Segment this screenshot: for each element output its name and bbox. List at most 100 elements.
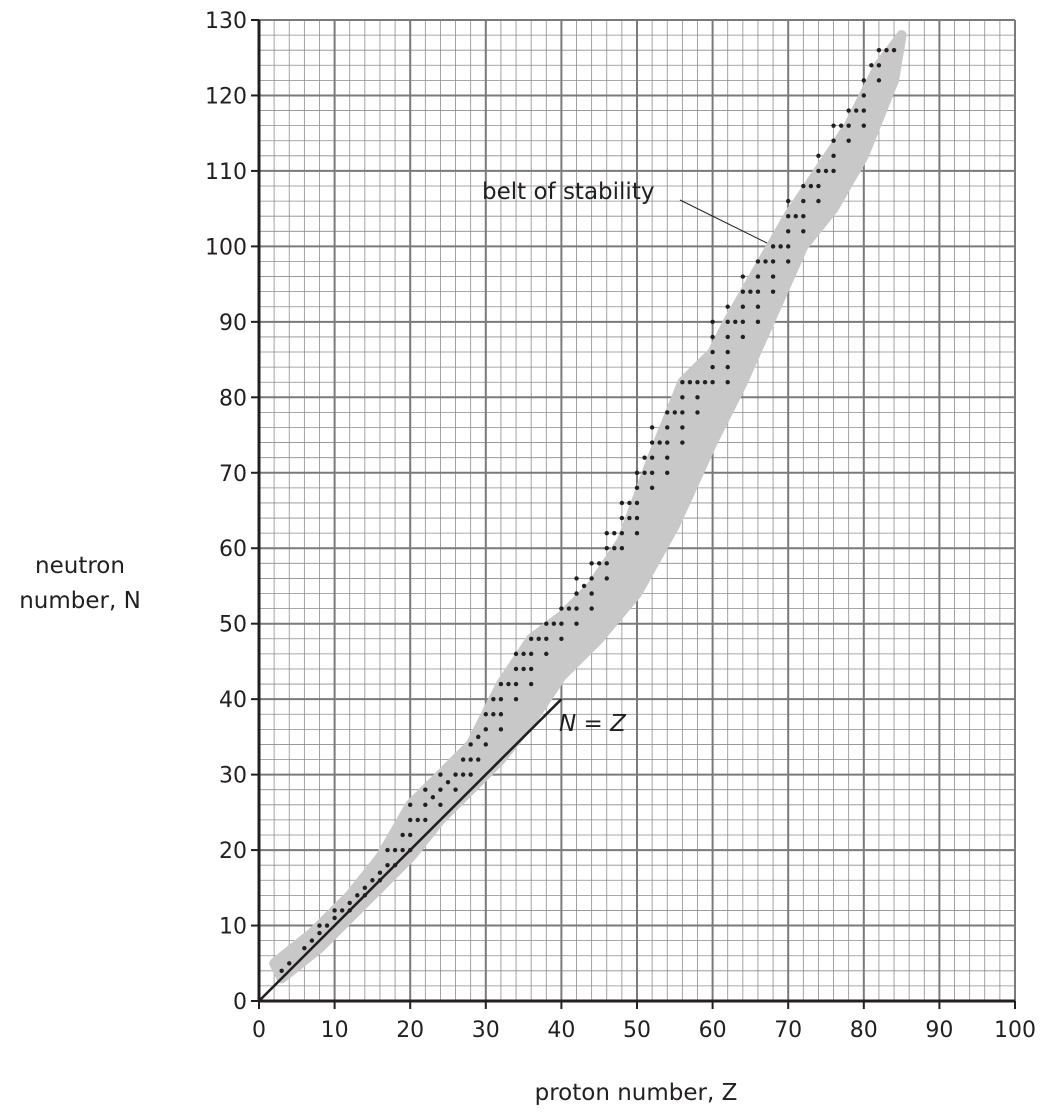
nuclide-point — [755, 289, 761, 294]
nuclide-point — [725, 364, 730, 370]
nuclide-point — [581, 583, 587, 589]
y-tick-labels: 0 10 20 30 40 50 60 70 80 90 100 110 120 130 — [205, 9, 247, 1015]
nuclide-point — [498, 681, 504, 687]
x-tick-label: 40 — [547, 1018, 575, 1043]
nuclide-point — [642, 470, 647, 475]
x-tick-label: 60 — [699, 1018, 727, 1043]
nuclide-point — [400, 832, 405, 838]
nuclide-point — [370, 878, 375, 883]
nuclide-point — [528, 666, 534, 672]
nuclide-point — [385, 847, 390, 853]
x-tick-label: 10 — [321, 1018, 349, 1043]
nuclide-point — [536, 636, 541, 641]
nuclide-point — [385, 862, 390, 868]
nuclide-point — [672, 410, 677, 415]
nuclide-point — [453, 772, 458, 777]
nuclide-point — [528, 636, 534, 641]
nuclide-point — [725, 334, 730, 340]
nuclide-point — [400, 847, 405, 853]
nuclide-point — [506, 681, 511, 687]
nuclide-point — [423, 817, 428, 823]
nuclide-point — [801, 198, 806, 204]
nuclide-point — [838, 123, 844, 128]
nuclide-point — [846, 138, 851, 143]
nuclide-point — [483, 712, 488, 717]
nuclide-point — [317, 930, 322, 936]
x-tick-label: 90 — [925, 1018, 953, 1043]
nuclide-point — [528, 681, 534, 687]
nuclide-point — [725, 349, 730, 355]
nuclide-point — [438, 787, 443, 792]
y-tick-label: 50 — [219, 613, 247, 638]
nuclide-point — [816, 183, 821, 189]
nuclide-point — [317, 923, 322, 928]
nuclide-point — [770, 289, 776, 294]
x-tick-label: 100 — [994, 1018, 1036, 1043]
nuclide-point — [649, 440, 655, 445]
x-tick-label: 0 — [252, 1018, 266, 1043]
nuclide-point — [831, 153, 836, 159]
nuclide-point — [846, 108, 851, 113]
nuclide-point — [498, 696, 504, 702]
nuclide-point — [460, 757, 466, 762]
nuclide-point — [657, 440, 662, 445]
nuclide-point — [619, 530, 625, 536]
nuclide-point — [793, 214, 798, 219]
nuclide-point — [755, 274, 761, 279]
nuclide-point — [740, 304, 746, 309]
nuclide-point — [513, 651, 519, 657]
nuclide-point — [408, 832, 413, 838]
nuclide-point — [604, 530, 609, 536]
n-equals-z-label: N = Z — [559, 711, 627, 737]
y-tick-label: 70 — [219, 462, 247, 487]
nuclide-point — [869, 63, 874, 68]
nuclide-point — [438, 772, 443, 777]
nuclide-point — [339, 908, 345, 913]
y-tick-label: 60 — [219, 537, 247, 562]
nuclide-point — [408, 847, 413, 853]
nuclide-point — [831, 168, 836, 174]
nuclide-point — [347, 908, 352, 913]
nuclide-point — [665, 440, 670, 445]
nuclide-point — [710, 349, 715, 355]
nuclide-point — [786, 229, 791, 234]
nuclide-point — [604, 546, 609, 551]
nuclide-point — [778, 244, 783, 249]
nuclide-point — [649, 470, 655, 475]
nuclide-point — [513, 696, 519, 702]
nuclide-point — [634, 500, 640, 506]
belt-of-stability-label: belt of stability — [482, 179, 654, 205]
nuclide-point — [445, 779, 451, 785]
x-tick-label: 30 — [472, 1018, 500, 1043]
nuclide-point — [415, 817, 420, 823]
y-tick-label: 100 — [205, 235, 247, 260]
nuclide-point — [680, 425, 685, 430]
nuclide-point — [362, 885, 368, 891]
nuclide-point — [680, 410, 685, 415]
belt-label-leader — [679, 199, 768, 244]
nuclide-point — [491, 696, 496, 702]
nuclide-point — [574, 591, 579, 596]
axes — [251, 19, 1016, 1009]
nuclide-point — [408, 802, 413, 807]
nuclide-point — [347, 900, 352, 906]
nuclide-point — [634, 530, 640, 536]
nuclide-point — [710, 364, 715, 370]
nuclide-point — [483, 742, 488, 747]
nuclide-point — [702, 380, 708, 385]
nuclide-point — [566, 606, 572, 611]
nuclide-point — [816, 168, 821, 174]
y-tick-label: 110 — [205, 160, 247, 185]
nuclide-point — [740, 289, 746, 294]
nuclide-point — [521, 666, 526, 672]
x-tick-label: 20 — [396, 1018, 424, 1043]
nuclide-point — [332, 915, 337, 921]
nuclide-point — [498, 727, 504, 732]
nuclide-point — [846, 123, 851, 128]
y-axis-title-line1: neutron — [35, 553, 125, 579]
nuclide-point — [740, 319, 746, 325]
nuclide-point — [589, 561, 594, 566]
nuclide-point — [521, 651, 526, 657]
nuclide-point — [619, 515, 625, 521]
nuclide-point — [816, 153, 821, 159]
